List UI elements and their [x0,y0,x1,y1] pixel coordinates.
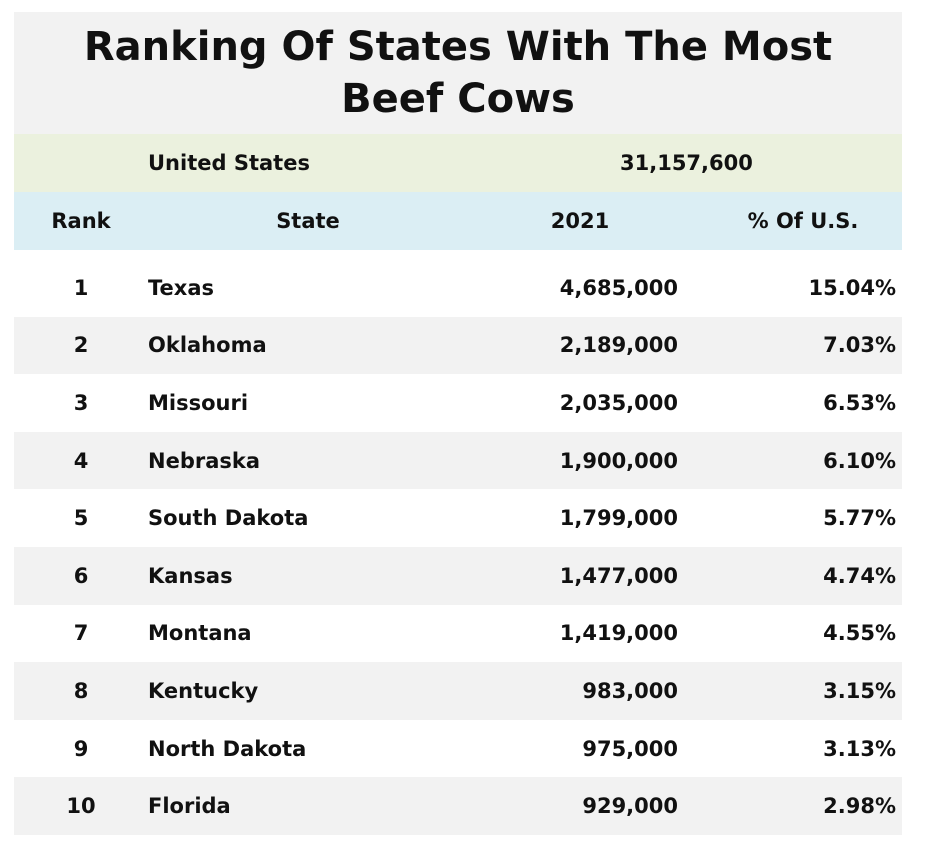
state-cell: Texas [148,275,214,300]
value-cell: 1,477,000 [559,563,678,588]
ranking-table: Ranking Of States With The Most Beef Cow… [14,12,902,835]
value-cell: 1,419,000 [559,621,678,646]
table-row: 10 Florida 929,000 2.98% [14,777,902,835]
value-cell: 975,000 [582,736,678,761]
value-cell: 4,685,000 [559,275,678,300]
state-cell: Missouri [148,390,249,415]
state-cell: Montana [148,621,252,646]
percent-cell: 5.77% [823,506,896,531]
header-spacer [14,250,902,259]
table-row: 9 North Dakota 975,000 3.13% [14,719,902,778]
percent-cell: 6.10% [823,448,896,473]
table-row: 2 Oklahoma 2,189,000 7.03% [14,316,902,375]
table-row: 5 South Dakota 1,799,000 5.77% [14,489,902,547]
percent-cell: 3.13% [823,736,896,761]
table-row: 8 Kentucky 983,000 3.15% [14,662,902,720]
value-cell: 1,900,000 [559,448,678,473]
table-row: 1 Texas 4,685,000 15.04% [14,259,902,317]
rank-cell: 9 [73,736,89,761]
table-row: 4 Nebraska 1,900,000 6.10% [14,431,902,490]
percent-cell: 3.15% [823,678,896,703]
rank-cell: 6 [73,563,89,588]
percent-cell: 2.98% [823,794,896,819]
percent-cell: 4.55% [823,621,896,646]
table-row: 7 Montana 1,419,000 4.55% [14,604,902,663]
percent-cell: 6.53% [823,390,896,415]
value-cell: 1,799,000 [559,506,678,531]
rank-cell: 4 [73,448,89,473]
value-cell: 929,000 [582,794,678,819]
rank-cell: 7 [73,621,89,646]
table-title: Ranking Of States With The Most Beef Cow… [14,12,902,134]
us-total-value: 31,157,600 [620,151,753,175]
header-state: State [276,209,340,233]
state-cell: Kansas [148,563,233,588]
us-total-row: United States 31,157,600 [14,134,902,192]
rank-cell: 10 [66,794,96,819]
header-year: 2021 [550,209,610,233]
state-cell: North Dakota [148,736,307,761]
value-cell: 2,035,000 [559,390,678,415]
percent-cell: 7.03% [823,333,896,358]
value-cell: 983,000 [582,678,678,703]
state-cell: Nebraska [148,448,261,473]
state-cell: Oklahoma [148,333,267,358]
header-rank: Rank [51,209,111,233]
table-title-text: Ranking Of States With The Most Beef Cow… [83,24,833,122]
header-row: Rank State 2021 % Of U.S. [14,192,902,250]
us-total-label: United States [148,151,310,175]
header-percent: % Of U.S. [747,209,859,233]
rank-cell: 2 [73,333,89,358]
rank-cell: 5 [73,506,89,531]
table-row: 6 Kansas 1,477,000 4.74% [14,546,902,605]
rank-cell: 1 [73,275,89,300]
rank-cell: 8 [73,678,89,703]
percent-cell: 15.04% [808,275,896,300]
value-cell: 2,189,000 [559,333,678,358]
state-cell: Kentucky [148,678,259,703]
rank-cell: 3 [73,390,89,415]
state-cell: South Dakota [148,506,309,531]
state-cell: Florida [148,794,231,819]
table-row: 3 Missouri 2,035,000 6.53% [14,374,902,432]
table-body: 1 Texas 4,685,000 15.04% 2 Oklahoma 2,189,000 7… [14,259,902,835]
percent-cell: 4.74% [823,563,896,588]
